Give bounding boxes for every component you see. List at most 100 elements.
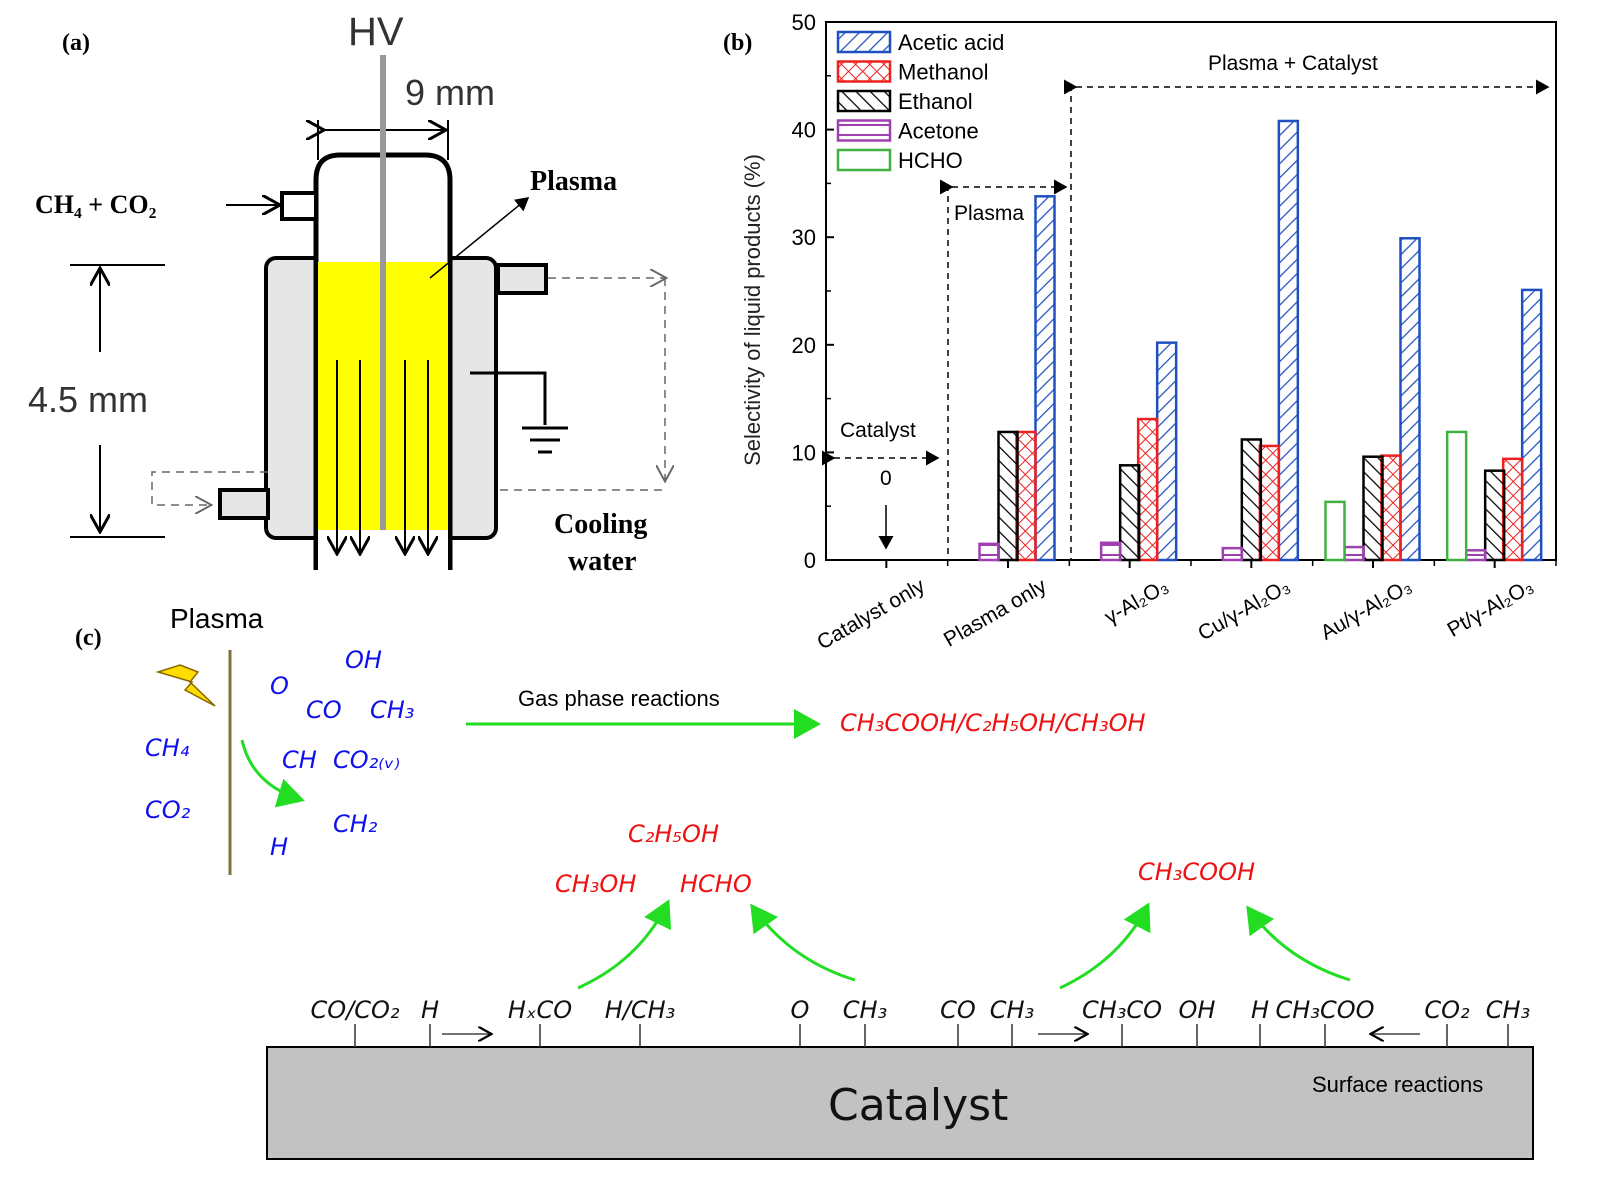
panel-b: (b) 0 10 20 30 40 50 Catalyst only Plasma only… [723,10,1557,654]
legend-label: Methanol [898,60,989,85]
reactant-co2: CO₂ [145,796,191,824]
plasma-label: Plasma [530,166,617,197]
product-ch3oh: CH₃OH [555,870,636,898]
plasma-title: Plasma [170,603,264,634]
legend-swatch [836,30,892,54]
surface-species-label: HₓCO [508,996,572,1024]
bar-methanol [1258,444,1281,562]
catalyst-label: Catalyst [828,1080,1008,1131]
y-tick-label: 40 [792,118,816,143]
species-ch2: CH₂ [333,810,378,838]
surface-species-label: H [421,996,439,1024]
gas-inlet-label: CH₄ + CO₂ [35,190,157,219]
species-o: O [270,672,289,700]
bar-acetic-acid [1277,119,1300,562]
surface-species-label: CH₃ [1486,996,1530,1024]
catalyst-zero-label: 0 [880,467,892,490]
species-h: H [270,833,288,861]
gas-phase-products: CH₃COOH/C₂H₅OH/CH₃OH [840,709,1146,737]
cooling-label-1: Cooling [554,509,647,540]
bar-acetone [1464,549,1487,562]
bar-acetic-acid [1155,341,1178,562]
bar-acetone [1099,541,1122,562]
panel-a-label: (a) [62,30,90,56]
gap-label: 9 mm [405,72,495,113]
catalyst-region-label: Catalyst [840,419,916,442]
surface-product-arrows [577,899,1351,990]
selectivity-chart: 0 10 20 30 40 50 Catalyst only Plasma only γ-Al… [740,10,1557,654]
x-axis: Catalyst only Plasma only γ-Al₂O₃ Cu/γ-Al₂O… [813,560,1557,654]
bar-acetic-acid [1399,237,1421,562]
bar-methanol [1501,457,1524,562]
bars [978,119,1543,562]
cooling-water-path [151,278,665,505]
plasma-region-label: Plasma [954,202,1024,225]
surface-species-label: CO₂ [1424,996,1470,1024]
bar-ethanol [1240,438,1263,562]
legend-label: HCHO [898,148,963,173]
bar-acetone [1221,546,1244,562]
catalyst-surface [266,1046,1534,1160]
x-tick-label: Au/γ-Al₂O₃ [1317,574,1416,644]
y-axis: 0 10 20 30 40 50 [792,10,834,573]
y-tick-label: 30 [792,225,816,250]
species-ch3: CH₃ [370,696,414,724]
dissociation-arrow [240,739,305,808]
y-axis-label: Selectivity of liquid products (%) [740,154,765,466]
bar-acetic-acid [1520,288,1543,562]
length-label: 4.5 mm [28,379,148,420]
bar-acetone [1343,545,1365,562]
legend-label: Acetic acid [898,30,1004,55]
x-tick-label: Catalyst only [813,574,929,654]
surface-species-label: OH [1179,996,1216,1024]
bar-methanol [1136,417,1159,562]
x-tick-label: Plasma only [940,574,1051,651]
gas-phase-label: Gas phase reactions [518,686,720,711]
product-c2h5oh: C₂H₅OH [628,820,719,848]
bar-methanol [1015,430,1037,562]
y-tick-label: 10 [792,440,816,465]
legend-swatch [836,60,892,83]
surface-reactions-label: Surface reactions [1312,1072,1483,1097]
plasma-catalyst-region-label: Plasma + Catalyst [1208,52,1378,75]
hv-label: HV [348,10,404,54]
bar-ethanol [1118,464,1141,562]
legend-swatch [836,89,892,113]
panel-c: (c) Plasma CH₄ CO₂ O OH CO CH₃ CH CO₂₍ᵥ₎… [75,603,1534,1160]
legend-swatch [836,148,892,172]
x-tick-label: γ-Al₂O₃ [1101,574,1172,629]
surface-species-label: CH₃ [843,996,887,1024]
species-co: CO [306,696,342,724]
y-tick-label: 0 [804,548,816,573]
bar-acetic-acid [1034,195,1056,562]
product-hcho: HCHO [680,870,752,898]
bar-hcho [1324,500,1346,562]
surface-species-label: CO [940,996,976,1024]
bar-ethanol [997,430,1019,562]
legend: Acetic acid Methanol Ethanol Acetone HCHO [836,30,1004,173]
legend-label: Acetone [898,119,979,144]
bar-hcho [1445,430,1468,562]
water-outlet [496,263,548,295]
panel-c-label: (c) [75,625,102,651]
x-tick-label: Pt/γ-Al₂O₃ [1443,574,1537,641]
legend-label: Ethanol [898,89,973,114]
surface-species: CO/CO₂ H HₓCO H/CH₃ O CH₃ CO CH₃ CH₃CO OH H CH₃COO C… [310,996,1530,1047]
surface-species-label: CO/CO₂ [310,996,399,1024]
ground-icon [470,371,568,454]
bar-ethanol [1483,469,1506,562]
surface-species-label: H/CH₃ [605,996,676,1024]
product-ch3cooh: CH₃COOH [1138,858,1255,886]
y-tick-label: 50 [792,10,816,35]
flow-arrows [337,360,428,552]
reactant-ch4: CH₄ [145,734,190,762]
x-tick-label: Cu/γ-Al₂O₃ [1194,574,1294,645]
species-ch: CH [282,746,317,774]
bar-ethanol [1362,455,1384,562]
water-inlet [218,488,270,520]
surface-species-label: H [1251,996,1269,1024]
species-oh: OH [345,646,382,674]
surface-species-label: CH₃COO [1276,996,1375,1024]
species-co2v: CO₂₍ᵥ₎ [333,746,400,774]
cooling-label-2: water [568,546,636,577]
